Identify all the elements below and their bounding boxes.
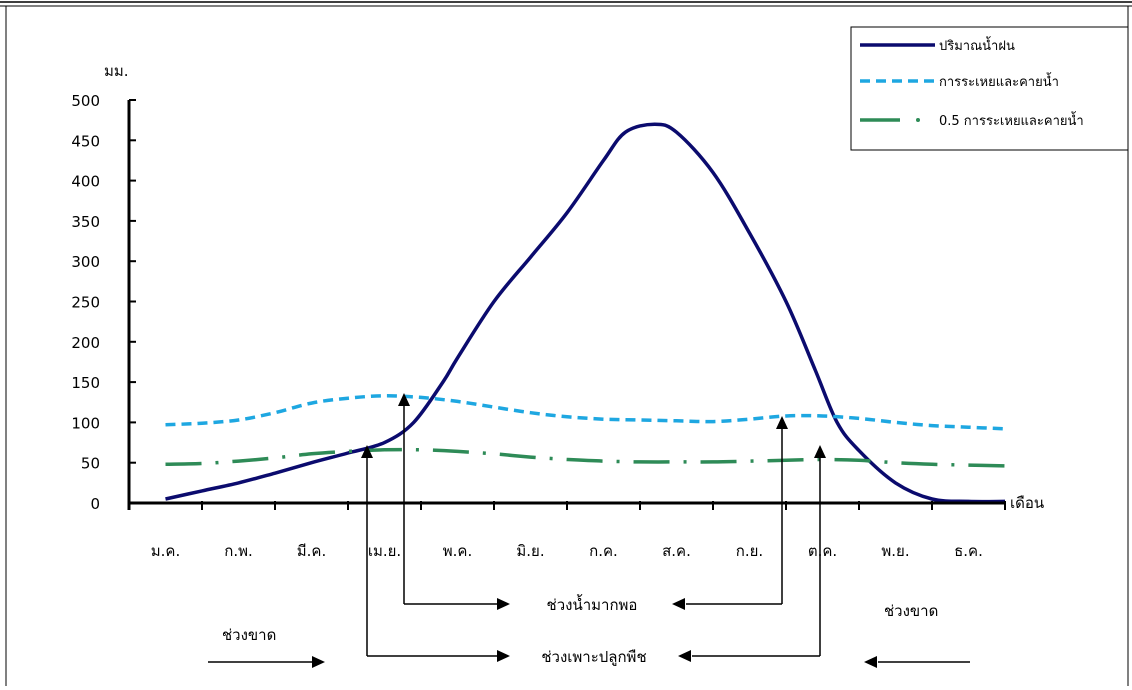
- sufficient-right-up-arrow: [776, 416, 788, 429]
- sufficient-right-arrow-head: [672, 598, 685, 610]
- legend-label-et: การระเหยและคายน้ำ: [939, 72, 1059, 90]
- growing-left-arrow-head: [497, 650, 510, 662]
- legend-box: [850, 26, 1129, 151]
- sufficient-water-label: ช่วงน้ำมากพอ: [547, 594, 638, 614]
- series-line-et: [165, 394, 1006, 431]
- y-tick-label: 400: [71, 173, 100, 191]
- x-tick-label: ม.ค.: [151, 542, 180, 560]
- left-gap-arrow-head: [312, 656, 325, 668]
- x-tick-label: ส.ค.: [662, 542, 691, 560]
- x-tick-label: พ.ย.: [881, 542, 909, 560]
- x-tick-label: ธ.ค.: [954, 542, 983, 560]
- y-tick-label: 200: [71, 334, 100, 352]
- x-tick-label: ก.ค.: [589, 542, 618, 560]
- axis-layer: 0 50 100 150 200 250 300 350 400 450 500 ม.ค. ก.พ. มี…: [71, 92, 1006, 560]
- growing-season-bracket: [361, 445, 826, 662]
- y-tick-label: 100: [71, 414, 100, 432]
- y-tick-label: 350: [71, 213, 100, 231]
- left-gap-label: ช่วงขาด: [222, 626, 276, 644]
- x-tick-label: มิ.ย.: [516, 542, 544, 560]
- legend: ปริมาณน้ำฝน การระเหยและคายน้ำ 0.5 การระเ…: [850, 26, 1129, 151]
- legend-label-half-et: 0.5 การระเหยและคายน้ำ: [939, 111, 1084, 129]
- y-tick-label: 450: [71, 132, 100, 150]
- legend-swatch-half-et-dot: [916, 118, 920, 122]
- series-layer: [165, 122, 1006, 504]
- y-tick-label: 150: [71, 374, 100, 392]
- y-axis-label: มม.: [104, 62, 129, 80]
- y-tick-label: 0: [90, 495, 100, 513]
- y-tick-label: 50: [81, 455, 100, 473]
- growing-right-arrow-head: [678, 650, 691, 662]
- y-tick-label: 250: [71, 294, 100, 312]
- x-tick-label: ก.พ.: [224, 542, 253, 560]
- x-axis-label: เดือน: [1010, 494, 1044, 512]
- y-tick-label: 500: [71, 92, 100, 110]
- right-gap-arrow-head: [864, 656, 877, 668]
- growing-season-label: ช่วงเพาะปลูกพืช: [541, 648, 646, 666]
- x-tick-label: เม.ย.: [368, 542, 401, 560]
- series-line-rainfall: [165, 122, 1006, 504]
- x-tick-label: มี.ค.: [297, 542, 326, 560]
- growing-left-up-arrow: [361, 445, 373, 458]
- y-tick-label: 300: [71, 253, 100, 271]
- x-tick-label: ก.ย.: [736, 542, 763, 560]
- sufficient-left-up-arrow: [398, 393, 410, 406]
- right-gap-label: ช่วงขาด: [884, 602, 938, 620]
- sufficient-left-arrow-head: [497, 598, 510, 610]
- gap-arrows: [208, 656, 970, 668]
- x-tick-label: พ.ค.: [443, 542, 472, 560]
- sufficient-water-bracket: [398, 393, 788, 610]
- series-line-half-et: [165, 447, 1006, 468]
- legend-label-rainfall: ปริมาณน้ำฝน: [939, 36, 1015, 54]
- x-tick-label: ต.ค.: [808, 542, 837, 560]
- growing-right-up-arrow: [814, 445, 826, 458]
